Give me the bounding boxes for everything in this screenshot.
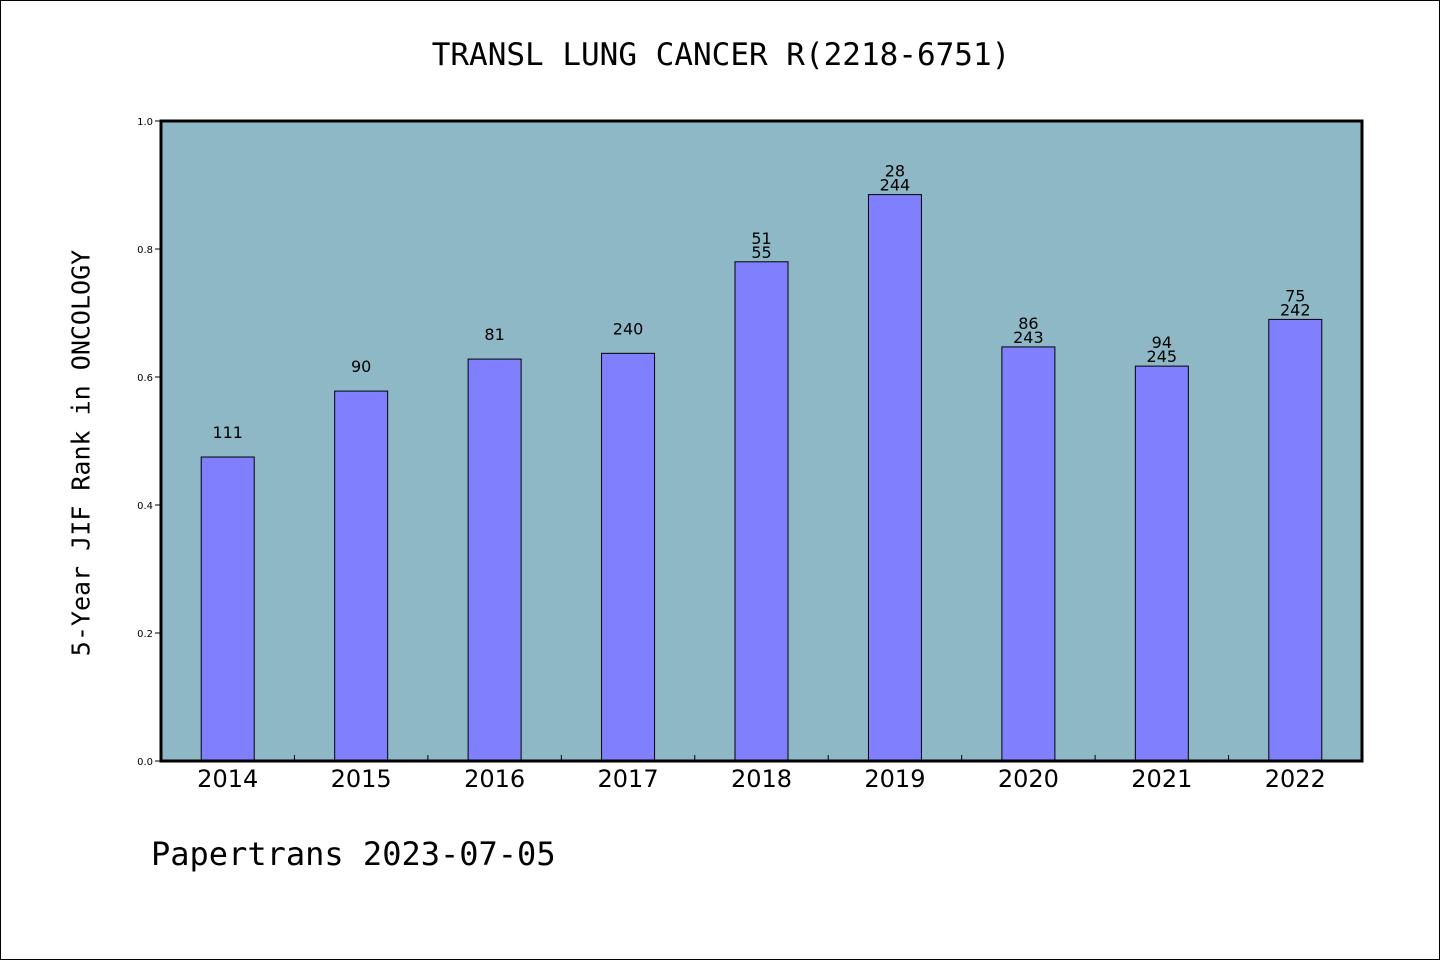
bar bbox=[467, 358, 522, 762]
bar-value-label: 81 bbox=[484, 325, 504, 344]
bar-value-label: 240 bbox=[613, 319, 644, 338]
bar-value-label: 243 bbox=[1013, 328, 1044, 347]
bar-value-label: 75 bbox=[1285, 286, 1305, 305]
y-tick-label: 1.0 bbox=[137, 117, 153, 128]
bar bbox=[200, 456, 255, 762]
y-tick-label: 0.6 bbox=[137, 373, 153, 384]
bar-value-label: 55 bbox=[751, 243, 771, 262]
bar-value-label: 242 bbox=[1280, 300, 1311, 319]
bar-value-label: 86 bbox=[1018, 314, 1038, 333]
x-tick-label: 2021 bbox=[1131, 765, 1192, 793]
y-tick-label: 0.8 bbox=[137, 245, 153, 256]
x-tick-label: 2014 bbox=[197, 765, 258, 793]
x-tick-label: 2016 bbox=[464, 765, 525, 793]
bar-value-label: 28 bbox=[885, 162, 905, 181]
x-tick-label: 2018 bbox=[731, 765, 792, 793]
bar bbox=[1134, 365, 1189, 762]
x-tick-label: 2020 bbox=[998, 765, 1059, 793]
x-tick-label: 2017 bbox=[598, 765, 659, 793]
bar bbox=[601, 352, 656, 762]
chart-title: TRANSL LUNG CANCER R(2218-6751) bbox=[431, 37, 1011, 73]
bar-value-label: 94 bbox=[1152, 333, 1172, 352]
plot-frame bbox=[159, 119, 1364, 763]
bar-value-label: 245 bbox=[1147, 347, 1178, 366]
y-tick-label: 0.4 bbox=[137, 501, 153, 512]
footer-credit: Papertrans 2023-07-05 bbox=[151, 835, 556, 873]
y-tick-label: 0.0 bbox=[137, 757, 153, 768]
x-tick-label: 2022 bbox=[1265, 765, 1326, 793]
y-tick-label: 0.2 bbox=[137, 629, 153, 640]
bar-value-label: 244 bbox=[880, 176, 911, 195]
bar bbox=[1001, 346, 1056, 762]
bar-value-label: 51 bbox=[751, 229, 771, 248]
bar bbox=[1268, 318, 1323, 762]
bar bbox=[867, 194, 922, 762]
x-tick-label: 2019 bbox=[864, 765, 925, 793]
bar-value-label: 90 bbox=[351, 357, 371, 376]
x-tick-label: 2015 bbox=[331, 765, 392, 793]
bar-value-label: 111 bbox=[212, 423, 243, 442]
bar bbox=[334, 390, 389, 762]
bar bbox=[734, 261, 789, 762]
